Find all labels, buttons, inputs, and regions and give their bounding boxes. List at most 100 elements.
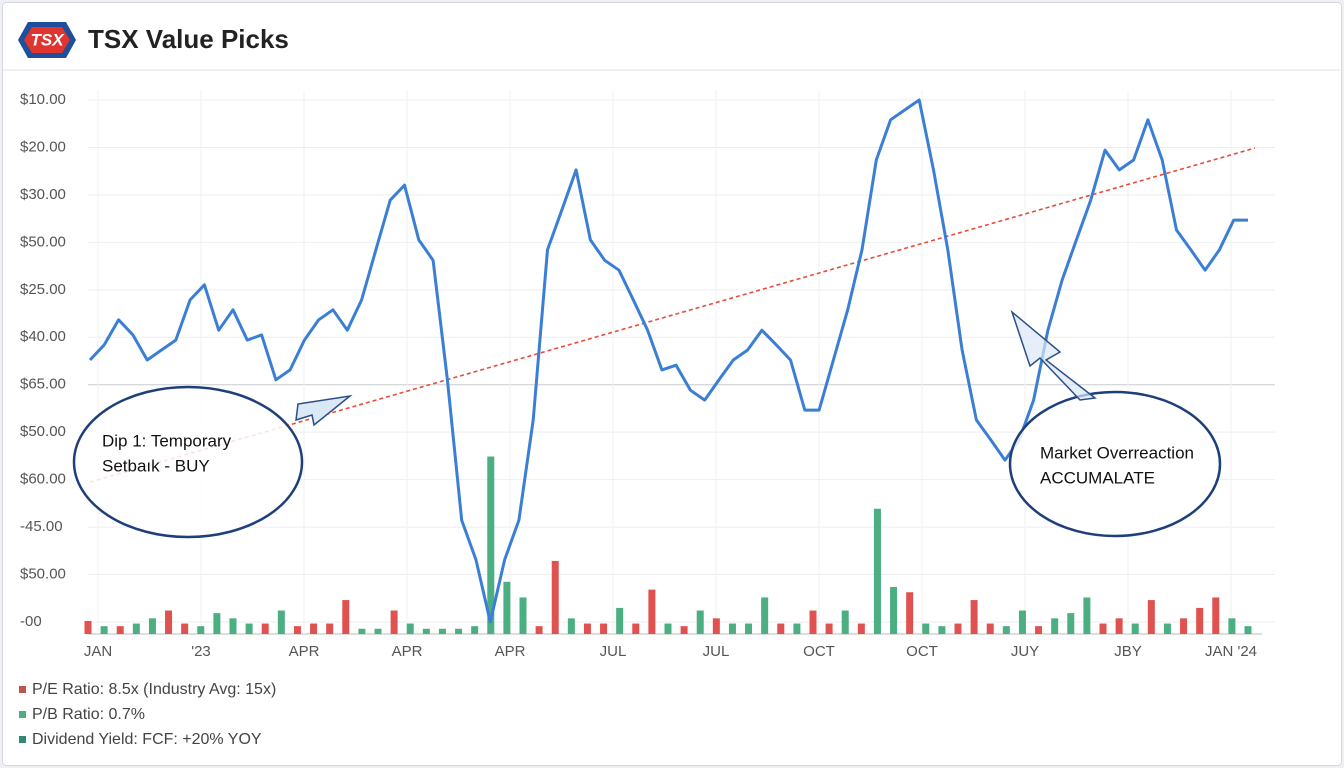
volume-bar [857, 623, 865, 634]
annotation-arrow [1010, 309, 1097, 401]
page-title: TSX Value Picks [88, 24, 289, 54]
volume-bar [181, 623, 189, 634]
x-tick-label: OCT [803, 643, 835, 660]
plot: $10.00 $20.00 $30.00 $50.00 $25.00 $40.00 $65.… [20, 90, 1275, 660]
volume-bar [197, 626, 205, 634]
volume-bar [696, 610, 704, 634]
legend-label: P/B Ratio: 0.7% [32, 706, 145, 723]
volume-bar [165, 610, 173, 634]
volume-bar [1228, 618, 1236, 634]
y-tick-label: $25.00 [20, 281, 66, 298]
legend-swatch [19, 736, 26, 743]
volume-bar [1131, 623, 1139, 634]
volume-bar [954, 623, 962, 634]
y-tick-label: $10.00 [20, 91, 66, 108]
x-tick-label: '23 [191, 643, 211, 660]
volume-bar [519, 597, 527, 634]
volume-bar [664, 623, 672, 634]
volume-bar [84, 620, 92, 634]
volume-bar [326, 623, 334, 634]
volume-bar [455, 628, 463, 634]
annotation-text: Setbaık - BUY [102, 456, 210, 475]
x-tick-label: JAN [84, 643, 112, 660]
volume-bar [680, 626, 688, 634]
volume-bar [1002, 626, 1010, 634]
volume-bar [1099, 623, 1107, 634]
x-tick-label: APR [392, 643, 423, 660]
volume-bar [374, 628, 382, 634]
volume-bar [116, 626, 124, 634]
price-line [88, 98, 1248, 624]
volume-bar [1115, 618, 1123, 634]
x-tick-label: JUY [1011, 643, 1039, 660]
volume-bar [583, 623, 591, 634]
x-tick-label: JUL [703, 643, 730, 660]
legend-swatch [19, 711, 26, 718]
volume-bar [277, 610, 285, 634]
volume-bar [487, 456, 495, 634]
volume-bar [342, 600, 350, 634]
volume-bar [1212, 597, 1220, 634]
volume-bar [648, 589, 656, 634]
volume-bar [616, 607, 624, 634]
volume-bar [1018, 610, 1026, 634]
volume-bar [728, 623, 736, 634]
volume-bar [1163, 623, 1171, 634]
volume-bar [712, 618, 720, 634]
x-tick-label: JAN '24 [1205, 643, 1257, 660]
volume-bar [873, 508, 881, 634]
annotation-ellipse [72, 385, 304, 539]
y-tick-label: -00 [20, 613, 42, 630]
x-tick-label: APR [495, 643, 526, 660]
volume-bar [938, 626, 946, 634]
volume-bar [390, 610, 398, 634]
volume-bar [358, 628, 366, 634]
volume-bar [841, 610, 849, 634]
volume-bar [261, 623, 269, 634]
volume-bar [777, 623, 785, 634]
volume-bar [551, 560, 559, 634]
volume-bar [1180, 618, 1188, 634]
volume-bar [1051, 618, 1059, 634]
annotation-ellipse [1008, 390, 1222, 538]
volume-bar [406, 623, 414, 634]
volume-bar [503, 581, 511, 634]
volume-bar [245, 623, 253, 634]
volume-bar [986, 623, 994, 634]
volume-bar [438, 628, 446, 634]
volume-bar [293, 626, 301, 634]
y-tick-label: $20.00 [20, 138, 66, 155]
annotation-text: Dip 1: Temporary [102, 431, 232, 450]
volume-bar [1244, 626, 1252, 634]
volume-bar [1083, 597, 1091, 634]
annotation-text: Market Overreaction [1040, 443, 1194, 462]
volume-bar [567, 618, 575, 634]
trend-line [89, 147, 1256, 483]
volume-bar [793, 623, 801, 634]
volume-bar [229, 618, 237, 634]
volume-bar [906, 592, 914, 634]
volume-bar [213, 613, 221, 634]
logo-text: TSX [30, 30, 65, 49]
volume-bar [1035, 626, 1043, 634]
volume-bar [422, 628, 430, 634]
volume-bar [535, 626, 543, 634]
annotation-text: ACCUMALATE [1040, 468, 1155, 487]
volume-bar [761, 597, 769, 634]
legend-label: Dividend Yield: FCF: +20% YOY [32, 731, 262, 748]
y-tick-label: -45.00 [20, 518, 63, 535]
annotation-arrow [295, 394, 353, 427]
volume-bar [1067, 613, 1075, 634]
y-tick-label: $30.00 [20, 186, 66, 203]
volume-bar [890, 587, 898, 634]
y-tick-label: $50.00 [20, 233, 66, 250]
volume-bar [132, 623, 140, 634]
x-tick-label: JBY [1114, 643, 1142, 660]
volume-bar [970, 600, 978, 634]
volume-bar [825, 623, 833, 634]
volume-bar [310, 623, 318, 634]
volume-bar [745, 623, 753, 634]
volume-bar [1196, 607, 1204, 634]
volume-bar [632, 623, 640, 634]
